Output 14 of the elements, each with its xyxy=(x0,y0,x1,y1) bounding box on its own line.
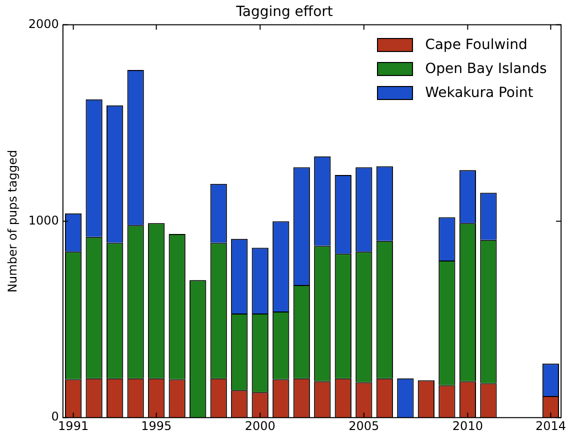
y-axis-title: Number of pups tagged xyxy=(5,150,20,293)
x-tick-label: 1991 xyxy=(58,418,89,433)
x-tick-label: 2010 xyxy=(452,418,483,433)
y-tick-label: 2000 xyxy=(28,16,59,31)
x-tick-label: 2005 xyxy=(348,418,380,433)
chart-title: Tagging effort xyxy=(235,4,334,20)
y-tick-label: 0 xyxy=(51,410,59,424)
x-tick-label: 1995 xyxy=(141,418,172,433)
x-tick-label: 2000 xyxy=(244,418,276,433)
legend-label: Wekakura Point xyxy=(425,84,534,103)
x-tick-label: 2014 xyxy=(535,418,566,433)
legend-label: Cape Foulwind xyxy=(425,36,528,55)
legend-label: Open Bay Islands xyxy=(425,60,547,79)
y-tick-label: 1000 xyxy=(28,213,59,228)
